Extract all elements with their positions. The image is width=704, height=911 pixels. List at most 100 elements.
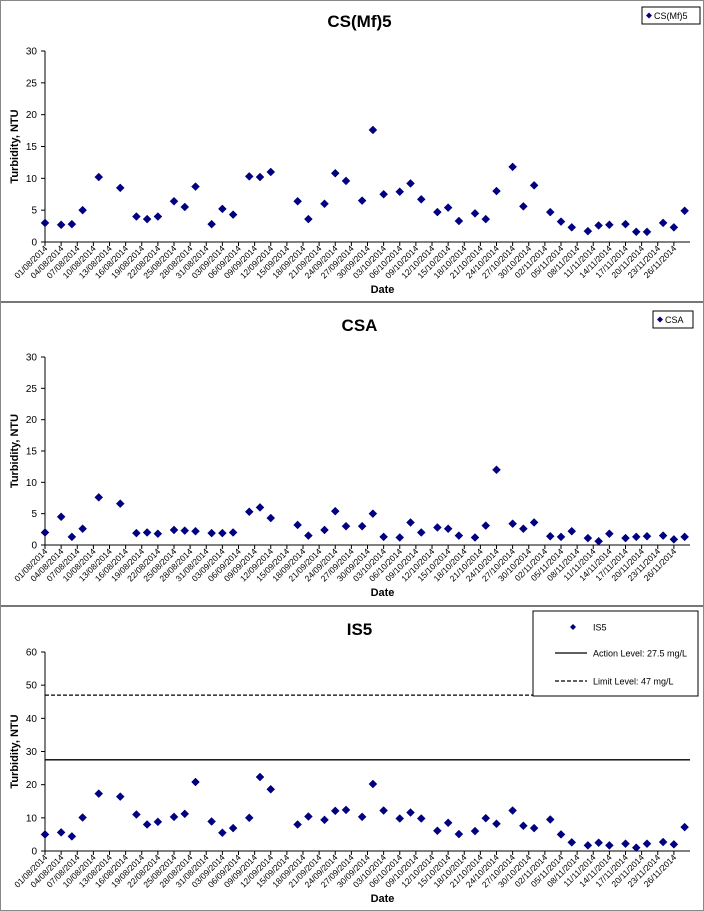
y-tick-label: 10 (26, 478, 38, 489)
data-point (454, 829, 464, 839)
legend-marker (657, 316, 663, 323)
data-point (406, 179, 415, 188)
y-tick-label: 5 (31, 509, 37, 520)
data-point (556, 830, 566, 839)
data-point (368, 509, 378, 519)
data-point (67, 832, 77, 841)
legend-box (652, 310, 694, 329)
data-point (320, 815, 329, 825)
data-point (605, 841, 614, 850)
data-point (529, 823, 539, 833)
data-point (621, 839, 630, 849)
data-point (304, 214, 313, 224)
y-axis-label: Turbidity, NTU (9, 109, 21, 183)
x-axis-label: Date (371, 893, 395, 905)
data-point (191, 526, 200, 536)
y-tick-label: 15 (26, 142, 38, 153)
x-axis-label: Date (371, 284, 395, 296)
data-point (406, 808, 415, 817)
y-tick-label: 0 (31, 847, 37, 858)
data-point (153, 529, 163, 539)
data-point (519, 201, 528, 211)
data-point (481, 214, 491, 224)
data-point (169, 196, 179, 206)
data-point (218, 528, 227, 538)
y-tick-label: 0 (31, 238, 37, 249)
legend-marker (570, 624, 576, 630)
data-point (631, 227, 641, 237)
data-point (67, 532, 77, 542)
data-point (330, 806, 340, 816)
data-point (416, 194, 426, 204)
chart-panel-csa: CSA 0 5 10 15 20 25 30 Turbidity, NTU 01/08/2014 0… (1, 303, 703, 605)
data-point (443, 524, 453, 534)
y-tick-label: 15 (26, 447, 38, 458)
data-point (169, 525, 179, 535)
chart-panel-csmf5: CS(Mf)5 0 5 10 15 20 25 30 Turbidity, NTU 01/08/2… (1, 1, 703, 301)
data-point (443, 818, 453, 828)
data-point (594, 838, 603, 848)
data-point (341, 176, 351, 186)
y-tick-label: 30 (26, 47, 38, 58)
data-point (115, 792, 125, 801)
y-tick-label: 0 (31, 541, 37, 552)
y-tick-label: 30 (26, 747, 38, 758)
data-point (94, 493, 104, 502)
data-point (132, 810, 141, 819)
data-point (153, 212, 163, 221)
data-point (680, 822, 689, 832)
data-point (545, 531, 555, 541)
data-point (320, 199, 329, 209)
data-point (605, 220, 614, 230)
chart-title: CSA (342, 316, 378, 335)
legend-marker (646, 12, 652, 19)
data-point (191, 777, 200, 787)
data-point (594, 536, 603, 546)
data-point (529, 180, 539, 190)
panel-divider (1, 301, 703, 303)
data-point (357, 196, 367, 205)
legend-label: CS(Mf)5 (654, 11, 688, 21)
data-point (508, 806, 517, 815)
data-point (228, 528, 238, 537)
data-point (255, 172, 265, 182)
x-axis-label: Date (371, 587, 395, 599)
data-point (642, 531, 652, 541)
y-tick-label: 30 (26, 353, 38, 364)
data-point (621, 219, 630, 229)
y-axis-label: Turbidity, NTU (9, 714, 21, 788)
y-tick-label: 10 (26, 813, 38, 824)
data-point (40, 830, 50, 839)
data-point (180, 526, 190, 535)
data-point (379, 806, 388, 815)
data-point (228, 823, 238, 833)
data-point (605, 529, 614, 539)
data-point (341, 805, 351, 815)
data-point (567, 838, 577, 847)
data-point (583, 533, 593, 543)
data-point (583, 841, 593, 850)
data-point (395, 814, 405, 823)
data-point (180, 202, 190, 212)
data-point (191, 182, 200, 191)
data-point (594, 221, 603, 230)
data-point (583, 226, 593, 236)
data-point (40, 218, 50, 228)
data-point (508, 519, 517, 529)
data-point (454, 216, 464, 226)
data-point (218, 204, 227, 214)
data-point (153, 817, 163, 827)
data-point (142, 528, 152, 537)
data-point (218, 828, 227, 838)
data-point (642, 227, 652, 237)
data-point (180, 809, 190, 819)
y-tick-label: 20 (26, 415, 38, 426)
legend-label: CSA (665, 315, 684, 325)
data-point (669, 840, 679, 849)
data-point (556, 217, 566, 226)
data-point (529, 518, 539, 527)
data-point (56, 512, 66, 522)
data-point (56, 220, 66, 230)
